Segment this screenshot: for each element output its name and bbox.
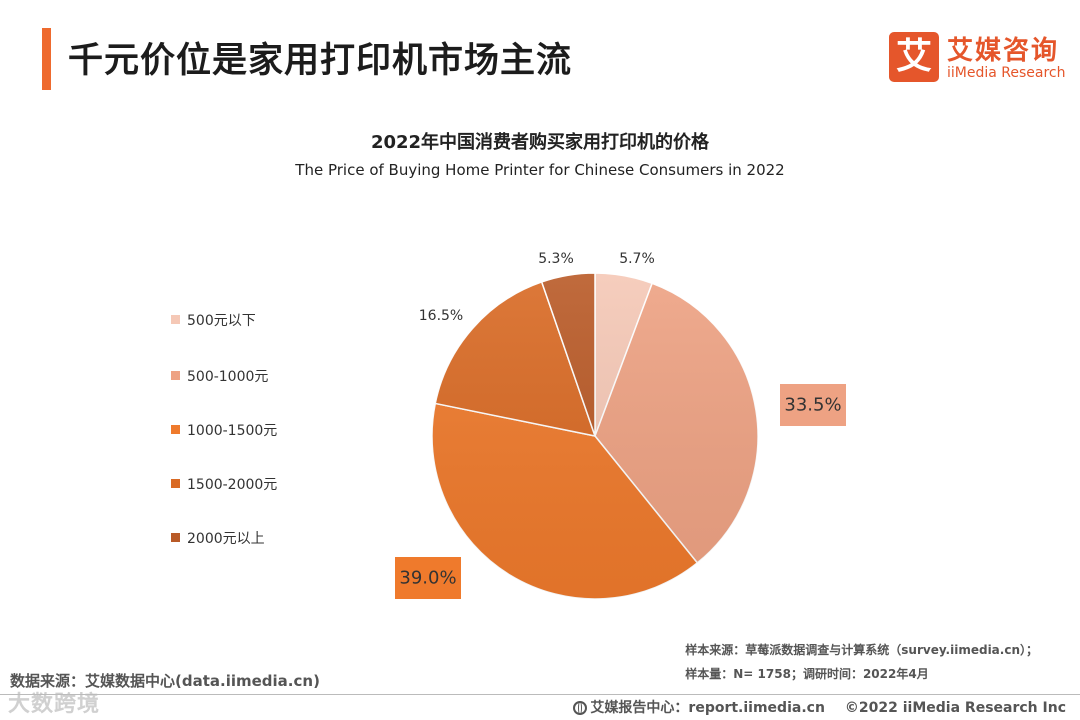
legend-swatch <box>171 479 180 488</box>
page-title: 千元价位是家用打印机市场主流 <box>68 41 573 81</box>
logo-name-cn: 艾媒咨询 <box>947 36 1060 66</box>
data-label: 39.0% <box>399 568 456 589</box>
legend-label: 2000元以上 <box>187 531 265 547</box>
data-label: 33.5% <box>784 395 841 416</box>
data-label: 16.5% <box>419 308 463 324</box>
globe-icon <box>573 701 588 715</box>
sample-size-note: 样本量：N= 1758；调研时间：2022年4月 <box>685 667 929 681</box>
data-source: 数据来源：艾媒数据中心(data.iimedia.cn) <box>10 672 320 690</box>
data-label: 5.7% <box>619 251 655 267</box>
brand-logo: 艾 艾媒咨询 iiMedia Research <box>889 32 1066 84</box>
footer-divider <box>0 694 1080 695</box>
title-accent-bar <box>42 28 51 90</box>
sample-notes: 样本来源：草莓派数据调查与计算系统（survey.iimedia.cn）； 样本… <box>685 638 1038 686</box>
legend-item: 500元以下 <box>171 310 256 330</box>
data-label-box <box>395 557 461 599</box>
legend-swatch <box>171 371 180 380</box>
legend-label: 1000-1500元 <box>187 423 278 439</box>
legend-item: 1500-2000元 <box>171 474 277 494</box>
data-label: 5.3% <box>538 251 574 267</box>
logo-name-en: iiMedia Research <box>947 65 1066 81</box>
watermark: 大数跨境 <box>8 692 101 717</box>
footer: 艾媒报告中心：report.iimedia.cn ©2022 iiMedia Re… <box>573 697 1066 717</box>
legend-item: 1000-1500元 <box>171 420 277 440</box>
chart-subtitle: The Price of Buying Home Printer for Chi… <box>295 161 785 179</box>
legend-label: 500元以下 <box>187 313 256 329</box>
legend-swatch <box>171 315 180 324</box>
footer-copyright: ©2022 iiMedia Research Inc <box>844 700 1066 716</box>
legend-label: 1500-2000元 <box>187 477 278 493</box>
logo-icon: 艾 <box>889 32 939 82</box>
legend-label: 500-1000元 <box>187 369 269 385</box>
legend-item: 2000元以上 <box>171 528 265 548</box>
data-label-box <box>780 384 846 426</box>
chart-title: 2022年中国消费者购买家用打印机的价格 <box>370 132 710 153</box>
sample-source-note: 样本来源：草莓派数据调查与计算系统（survey.iimedia.cn）； <box>685 643 1038 657</box>
legend-swatch <box>171 425 180 434</box>
legend-swatch <box>171 533 180 542</box>
legend-item: 500-1000元 <box>171 366 268 386</box>
footer-report-center: 艾媒报告中心：report.iimedia.cn <box>590 700 825 716</box>
